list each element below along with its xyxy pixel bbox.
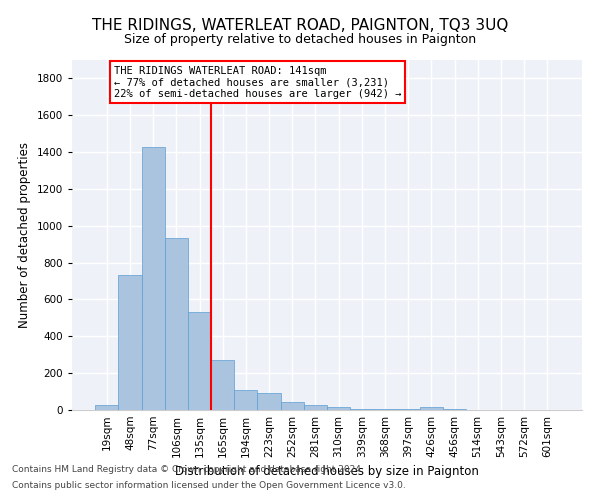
Bar <box>327 406 350 410</box>
Bar <box>443 409 466 410</box>
Text: Contains HM Land Registry data © Crown copyright and database right 2024.: Contains HM Land Registry data © Crown c… <box>12 466 364 474</box>
Bar <box>142 146 165 410</box>
Bar <box>211 360 234 410</box>
Bar <box>118 274 142 410</box>
Bar <box>165 238 188 410</box>
Text: Size of property relative to detached houses in Paignton: Size of property relative to detached ho… <box>124 32 476 46</box>
Bar <box>95 406 118 410</box>
X-axis label: Distribution of detached houses by size in Paignton: Distribution of detached houses by size … <box>175 466 479 478</box>
Text: THE RIDINGS WATERLEAT ROAD: 141sqm
← 77% of detached houses are smaller (3,231)
: THE RIDINGS WATERLEAT ROAD: 141sqm ← 77%… <box>114 66 401 98</box>
Text: THE RIDINGS, WATERLEAT ROAD, PAIGNTON, TQ3 3UQ: THE RIDINGS, WATERLEAT ROAD, PAIGNTON, T… <box>92 18 508 32</box>
Bar <box>397 409 420 410</box>
Text: Contains public sector information licensed under the Open Government Licence v3: Contains public sector information licen… <box>12 480 406 490</box>
Bar <box>373 409 397 410</box>
Bar <box>257 392 281 410</box>
Bar <box>188 312 211 410</box>
Bar <box>304 406 327 410</box>
Bar <box>420 406 443 410</box>
Bar <box>350 409 373 410</box>
Bar <box>234 390 257 410</box>
Y-axis label: Number of detached properties: Number of detached properties <box>18 142 31 328</box>
Bar <box>281 402 304 410</box>
